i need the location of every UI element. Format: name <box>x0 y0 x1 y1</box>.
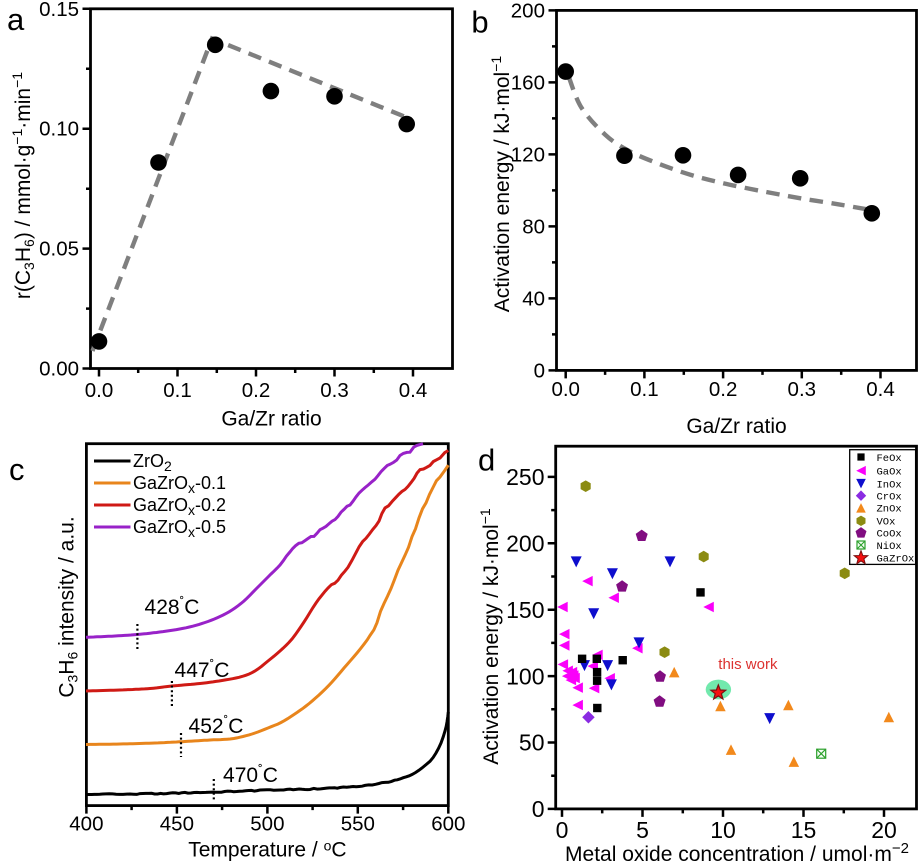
svg-text:0: 0 <box>556 817 569 843</box>
svg-text:a: a <box>7 2 25 37</box>
svg-text:0: 0 <box>534 359 545 382</box>
svg-text:80: 80 <box>522 215 545 238</box>
svg-text:0.0: 0.0 <box>551 378 580 401</box>
svg-text:0.3: 0.3 <box>788 378 817 401</box>
svg-text:0.2: 0.2 <box>709 378 738 401</box>
svg-text:GaZrOx-0.2: GaZrOx-0.2 <box>133 495 226 518</box>
svg-text:20: 20 <box>871 817 897 843</box>
svg-text:Ga/Zr ratio: Ga/Zr ratio <box>686 415 786 438</box>
svg-text:Ga/Zr ratio: Ga/Zr ratio <box>221 408 321 431</box>
svg-text:r(C3H6) / mmol·g−1·min−1: r(C3H6) / mmol·g−1·min−1 <box>9 72 37 299</box>
svg-text:5: 5 <box>636 817 649 843</box>
svg-text:0.05: 0.05 <box>39 238 79 261</box>
svg-text:0.0: 0.0 <box>85 379 114 402</box>
svg-text:150: 150 <box>506 597 544 623</box>
svg-text:100: 100 <box>506 663 544 689</box>
svg-text:428˚C: 428˚C <box>145 594 200 619</box>
svg-text:0.4: 0.4 <box>866 378 895 401</box>
svg-text:b: b <box>471 5 488 40</box>
svg-text:200: 200 <box>506 531 544 557</box>
svg-text:452˚C: 452˚C <box>189 713 244 738</box>
svg-text:0.4: 0.4 <box>399 379 428 402</box>
svg-text:50: 50 <box>519 730 545 756</box>
svg-text:450: 450 <box>160 813 194 836</box>
svg-text:400: 400 <box>69 813 103 836</box>
svg-text:Activation energy / kJ·mol−1: Activation energy / kJ·mol−1 <box>488 56 514 313</box>
svg-text:this work: this work <box>718 656 778 673</box>
svg-text:0.3: 0.3 <box>320 379 349 402</box>
svg-text:Metal oxide concentration / um: Metal oxide concentration / umol·m−2 <box>565 840 909 866</box>
svg-text:CoOx: CoOx <box>877 529 902 541</box>
svg-text:500: 500 <box>250 813 284 836</box>
svg-text:c: c <box>9 452 25 487</box>
svg-text:550: 550 <box>341 813 375 836</box>
svg-text:GaZrOx-0.5: GaZrOx-0.5 <box>133 517 226 540</box>
svg-text:0.00: 0.00 <box>39 358 79 381</box>
svg-text:GaZrOx-0.1: GaZrOx-0.1 <box>133 473 226 496</box>
svg-text:0.15: 0.15 <box>39 0 79 21</box>
svg-text:GaZrOx: GaZrOx <box>877 554 915 566</box>
svg-text:470˚C: 470˚C <box>223 762 278 787</box>
svg-text:Temperature / oC: Temperature / oC <box>188 838 346 862</box>
svg-text:15: 15 <box>791 817 817 843</box>
svg-text:447˚C: 447˚C <box>175 657 230 682</box>
svg-text:160: 160 <box>511 71 545 94</box>
svg-text:10: 10 <box>710 817 736 843</box>
svg-text:C3H6 intensity / a.u.: C3H6 intensity / a.u. <box>56 516 81 697</box>
svg-text:Activation energy / kJ·mol−1: Activation energy / kJ·mol−1 <box>477 508 503 765</box>
svg-text:CrOx: CrOx <box>877 492 902 504</box>
svg-text:250: 250 <box>506 464 544 490</box>
svg-text:ZrO2: ZrO2 <box>133 451 172 474</box>
svg-text:0.1: 0.1 <box>630 378 659 401</box>
svg-text:ZnOx: ZnOx <box>877 504 902 516</box>
svg-text:120: 120 <box>511 143 545 166</box>
svg-text:NiOx: NiOx <box>877 541 902 553</box>
svg-text:0.1: 0.1 <box>163 379 192 402</box>
svg-text:0.10: 0.10 <box>39 118 79 141</box>
svg-text:0: 0 <box>532 796 545 822</box>
svg-text:VOx: VOx <box>877 517 896 529</box>
svg-text:FeOx: FeOx <box>877 453 902 465</box>
svg-text:600: 600 <box>431 813 465 836</box>
svg-text:InOx: InOx <box>877 479 902 491</box>
svg-text:GaOx: GaOx <box>877 467 902 479</box>
svg-text:0.2: 0.2 <box>242 379 271 402</box>
svg-text:d: d <box>478 442 495 477</box>
svg-text:40: 40 <box>522 287 545 310</box>
svg-text:200: 200 <box>511 0 545 22</box>
